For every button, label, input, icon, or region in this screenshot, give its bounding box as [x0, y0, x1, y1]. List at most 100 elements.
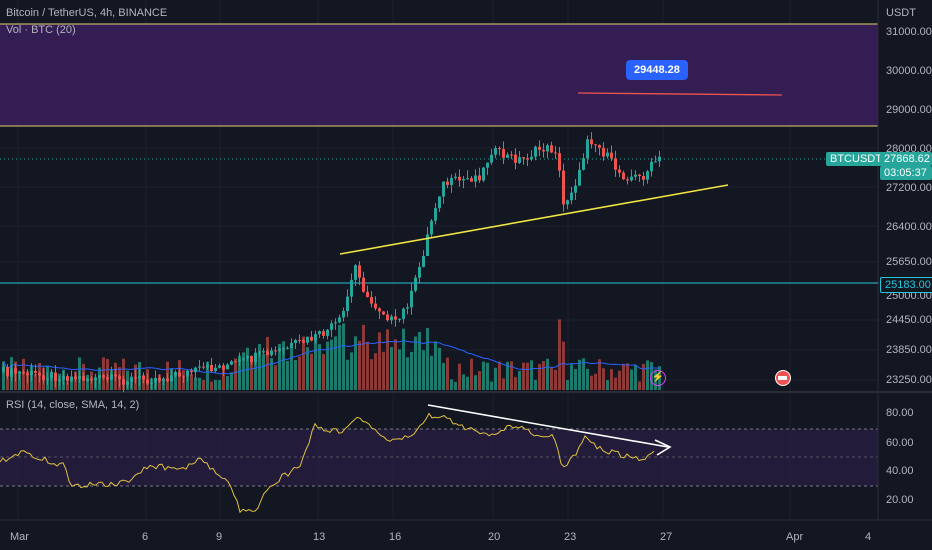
- volume-bar: [390, 347, 393, 390]
- volume-bar: [634, 365, 637, 390]
- currency-label[interactable]: USDT: [886, 7, 916, 19]
- candle-body: [310, 336, 313, 341]
- candle-body: [518, 157, 521, 163]
- candle-body: [554, 152, 557, 154]
- candle-body: [106, 377, 109, 380]
- volume-bar: [430, 355, 433, 390]
- candle-body: [454, 176, 457, 178]
- volume-bar: [250, 360, 253, 390]
- rsi-legend[interactable]: RSI (14, close, SMA, 14, 2): [6, 399, 140, 411]
- candle-body: [338, 317, 341, 323]
- candle-body: [154, 378, 157, 383]
- candle-body: [450, 177, 453, 185]
- target-line[interactable]: [577, 92, 783, 96]
- candle-body: [470, 178, 473, 182]
- volume-bar: [434, 341, 437, 390]
- candle-body: [498, 148, 501, 150]
- symbol-badge[interactable]: BTCUSDT: [826, 152, 886, 166]
- volume-bar: [494, 367, 497, 390]
- volume-bar: [438, 347, 441, 390]
- candle-body: [54, 372, 57, 382]
- candle-body: [422, 255, 425, 267]
- candle-body: [158, 378, 161, 381]
- price-tick: 31000.00: [886, 26, 932, 38]
- volume-bar: [490, 381, 493, 390]
- candle-body: [134, 377, 137, 379]
- candle-body: [566, 200, 569, 205]
- candle-body: [526, 158, 529, 160]
- candle-body: [374, 303, 377, 309]
- rsi-tick: 80.00: [886, 407, 914, 419]
- candle-body: [574, 185, 577, 193]
- candle-body: [590, 139, 593, 145]
- lightning-icon[interactable]: ⚡: [650, 370, 666, 386]
- candle-body: [26, 373, 29, 376]
- candle-body: [486, 162, 489, 168]
- candle-body: [86, 378, 89, 381]
- candle-body: [254, 352, 257, 363]
- candle-body: [22, 372, 25, 374]
- volume-bar: [462, 374, 465, 390]
- volume-bar: [422, 350, 425, 390]
- volume-bar: [402, 328, 405, 390]
- candle-body: [402, 308, 405, 319]
- candle-body: [462, 179, 465, 181]
- price-tick: 29000.00: [886, 104, 932, 116]
- candle-body: [198, 366, 201, 368]
- volume-bar: [202, 379, 205, 390]
- candle-body: [618, 169, 621, 173]
- candles[interactable]: [2, 132, 661, 393]
- volume-bar: [174, 371, 177, 390]
- candle-body: [350, 279, 353, 297]
- candle-body: [582, 158, 585, 170]
- time-label: Mar: [10, 531, 29, 543]
- volume-bar: [234, 358, 237, 390]
- candle-body: [378, 308, 381, 312]
- volume-legend[interactable]: Vol · BTC (20): [6, 24, 76, 36]
- volume-bar: [210, 381, 213, 390]
- candle-body: [242, 358, 245, 360]
- candle-body: [262, 351, 265, 353]
- candle-body: [226, 364, 229, 370]
- candle-body: [366, 291, 369, 298]
- candle-body: [102, 375, 105, 378]
- candle-body: [474, 175, 477, 182]
- candle-body: [446, 181, 449, 185]
- volume-bar: [486, 362, 489, 390]
- volume-bar: [274, 365, 277, 390]
- volume-bar: [242, 352, 245, 390]
- volume-bar: [542, 361, 545, 390]
- target-price-callout[interactable]: 29448.28: [626, 60, 688, 80]
- candle-body: [6, 367, 9, 377]
- volume-bar: [198, 377, 201, 390]
- volume-bar: [618, 370, 621, 390]
- volume-bar: [614, 377, 617, 390]
- candle-body: [142, 376, 145, 380]
- symbol-title[interactable]: Bitcoin / TetherUS, 4h, BINANCE: [6, 7, 168, 19]
- volume-bar: [122, 358, 125, 390]
- price-tick: 30000.00: [886, 65, 932, 77]
- candle-body: [458, 176, 461, 181]
- arrow-head-icon: [654, 439, 672, 456]
- candle-body: [14, 368, 17, 374]
- candle-body: [34, 370, 37, 373]
- ascending-trendline[interactable]: [339, 184, 729, 255]
- volume-bar: [278, 343, 281, 390]
- candle-body: [178, 372, 181, 377]
- volume-bar: [358, 340, 361, 390]
- volume-bar: [398, 349, 401, 390]
- resistance-zone[interactable]: [0, 24, 878, 126]
- candle-body: [170, 375, 173, 382]
- divergence-arrow[interactable]: [427, 404, 669, 448]
- candle-body: [410, 290, 413, 308]
- volume-bar: [370, 359, 373, 390]
- last-price-label[interactable]: 27868.62: [880, 152, 932, 166]
- us-flag-icon[interactable]: [775, 370, 791, 386]
- volume-bar: [354, 336, 357, 390]
- volume-bar: [570, 364, 573, 390]
- support-price-label[interactable]: 25183.00: [880, 277, 932, 293]
- volume-bar: [34, 373, 37, 390]
- candle-body: [114, 374, 117, 377]
- candle-body: [654, 161, 657, 163]
